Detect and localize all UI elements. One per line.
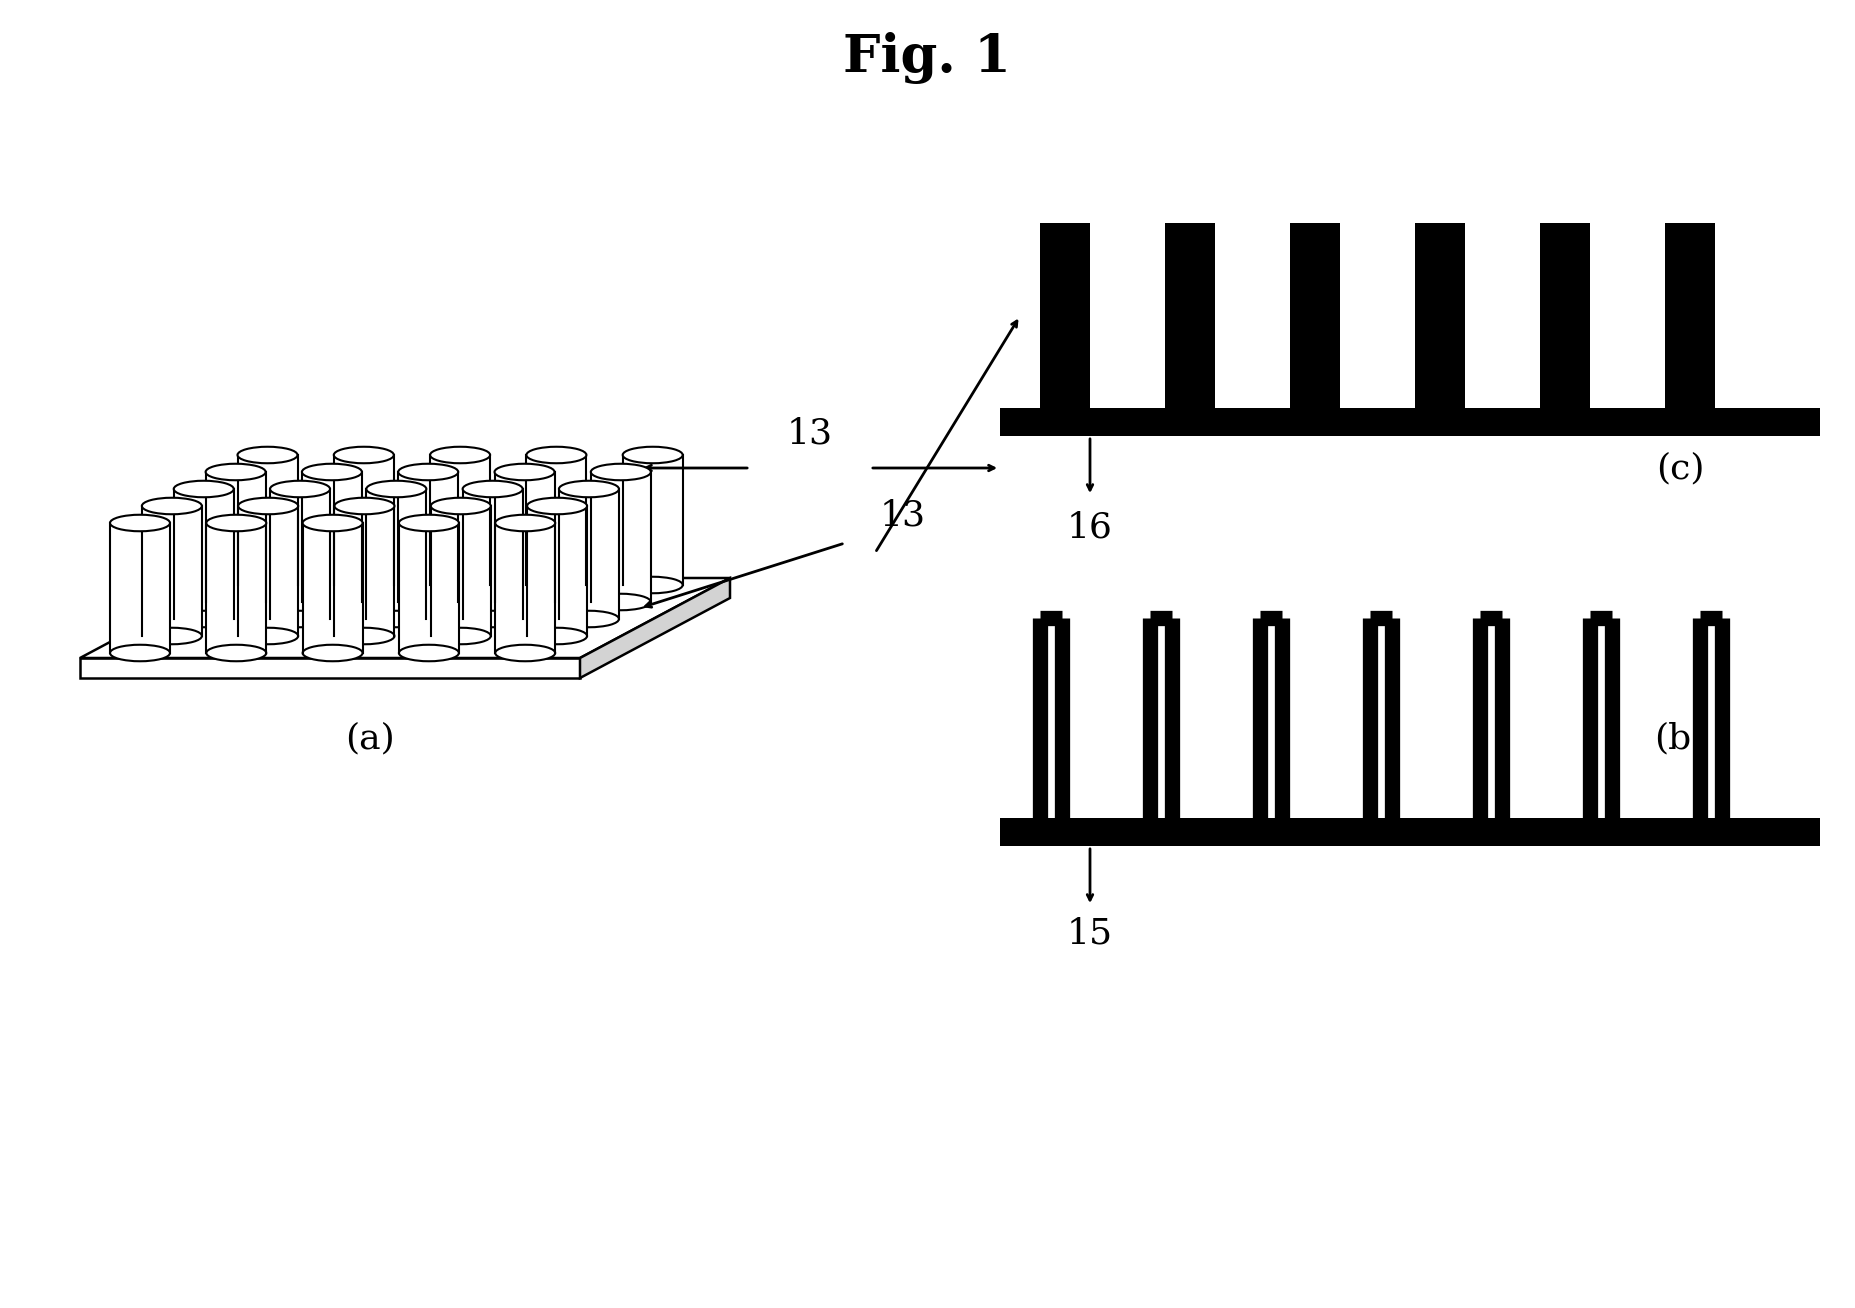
Bar	[1165, 222, 1215, 408]
Bar	[1000, 408, 1820, 436]
Bar	[592, 472, 651, 602]
Bar	[495, 472, 555, 602]
Ellipse shape	[399, 594, 458, 611]
Ellipse shape	[495, 515, 555, 531]
Bar	[365, 489, 427, 619]
Bar	[334, 455, 393, 585]
Bar	[141, 506, 202, 636]
Ellipse shape	[206, 464, 265, 480]
Ellipse shape	[141, 498, 202, 514]
Bar	[430, 506, 492, 636]
Ellipse shape	[527, 628, 586, 645]
Bar	[1000, 818, 1820, 846]
Ellipse shape	[174, 611, 234, 628]
Bar	[109, 523, 171, 653]
Ellipse shape	[592, 594, 651, 611]
Bar	[430, 455, 490, 585]
Ellipse shape	[430, 577, 490, 594]
Ellipse shape	[527, 498, 586, 514]
Bar	[558, 489, 620, 619]
Ellipse shape	[141, 628, 202, 645]
Text: 16: 16	[1067, 511, 1113, 545]
Bar	[399, 523, 458, 653]
Ellipse shape	[334, 628, 395, 645]
Polygon shape	[581, 578, 731, 678]
Bar	[1540, 222, 1590, 408]
Ellipse shape	[206, 594, 265, 611]
Bar	[237, 506, 299, 636]
Ellipse shape	[334, 577, 393, 594]
Ellipse shape	[399, 645, 458, 662]
Ellipse shape	[495, 464, 555, 480]
Bar	[302, 472, 362, 602]
Ellipse shape	[237, 498, 299, 514]
Bar	[206, 472, 265, 602]
Ellipse shape	[430, 498, 492, 514]
Ellipse shape	[495, 645, 555, 662]
Ellipse shape	[462, 611, 523, 628]
Ellipse shape	[334, 498, 395, 514]
Ellipse shape	[302, 645, 362, 662]
Ellipse shape	[365, 611, 427, 628]
Bar	[206, 523, 267, 653]
Ellipse shape	[334, 447, 393, 463]
Polygon shape	[80, 658, 581, 678]
Ellipse shape	[527, 447, 586, 463]
Text: 13: 13	[879, 498, 926, 532]
Ellipse shape	[365, 481, 427, 497]
Ellipse shape	[430, 628, 492, 645]
Text: Fig. 1: Fig. 1	[842, 31, 1011, 84]
Text: 15: 15	[1067, 916, 1113, 950]
Ellipse shape	[109, 515, 171, 531]
Bar	[462, 489, 523, 619]
Bar	[1289, 222, 1339, 408]
Ellipse shape	[527, 577, 586, 594]
Ellipse shape	[237, 577, 297, 594]
Ellipse shape	[623, 447, 683, 463]
Ellipse shape	[271, 611, 330, 628]
Bar	[1415, 222, 1465, 408]
Ellipse shape	[271, 481, 330, 497]
Ellipse shape	[237, 447, 297, 463]
Bar	[495, 523, 555, 653]
Ellipse shape	[206, 515, 267, 531]
Ellipse shape	[399, 515, 458, 531]
Ellipse shape	[302, 594, 362, 611]
Ellipse shape	[174, 481, 234, 497]
Ellipse shape	[462, 481, 523, 497]
Text: (c): (c)	[1657, 451, 1705, 485]
Bar	[302, 523, 362, 653]
Text: (b): (b)	[1655, 721, 1707, 755]
Ellipse shape	[623, 577, 683, 594]
Ellipse shape	[558, 481, 620, 497]
Text: 13: 13	[787, 416, 833, 450]
Ellipse shape	[109, 645, 171, 662]
Polygon shape	[80, 578, 731, 658]
Text: (a): (a)	[345, 721, 395, 755]
Ellipse shape	[430, 447, 490, 463]
Ellipse shape	[558, 611, 620, 628]
Ellipse shape	[495, 594, 555, 611]
Bar	[237, 455, 297, 585]
Bar	[1041, 222, 1091, 408]
Bar	[334, 506, 395, 636]
Ellipse shape	[237, 628, 299, 645]
Ellipse shape	[592, 464, 651, 480]
Ellipse shape	[302, 515, 362, 531]
Bar	[1666, 222, 1716, 408]
Bar	[399, 472, 458, 602]
Bar	[527, 506, 586, 636]
Bar	[174, 489, 234, 619]
Bar	[527, 455, 586, 585]
Bar	[271, 489, 330, 619]
Ellipse shape	[399, 464, 458, 480]
Ellipse shape	[302, 464, 362, 480]
Ellipse shape	[206, 645, 267, 662]
Bar	[623, 455, 683, 585]
